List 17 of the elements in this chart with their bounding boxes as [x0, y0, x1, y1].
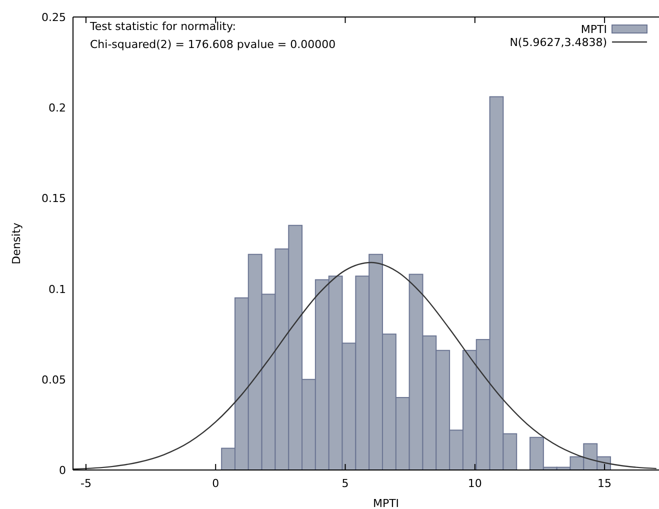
- annotation: Chi-squared(2) = 176.608 pvalue = 0.00000: [90, 38, 336, 51]
- legend-label: MPTI: [580, 23, 607, 36]
- x-tick-label: 5: [342, 477, 349, 490]
- x-tick-label: 15: [598, 477, 612, 490]
- y-tick-label: 0.25: [42, 11, 66, 24]
- y-tick-label: 0.1: [48, 282, 66, 296]
- x-tick-label: -5: [80, 477, 92, 490]
- y-axis-title: Density: [10, 222, 23, 264]
- legend-label: N(5.9627,3.4838): [510, 36, 607, 49]
- y-tick-label: 0.05: [42, 373, 66, 386]
- y-tick-label: 0: [59, 464, 66, 477]
- y-tick-label: 0.2: [48, 102, 66, 115]
- x-tick-label: 0: [212, 477, 220, 490]
- y-tick-label: 0.15: [42, 192, 66, 206]
- x-tick-label: 10: [468, 477, 482, 490]
- annotation: Test statistic for normality:: [89, 20, 236, 33]
- x-axis-title: MPTI: [372, 497, 400, 509]
